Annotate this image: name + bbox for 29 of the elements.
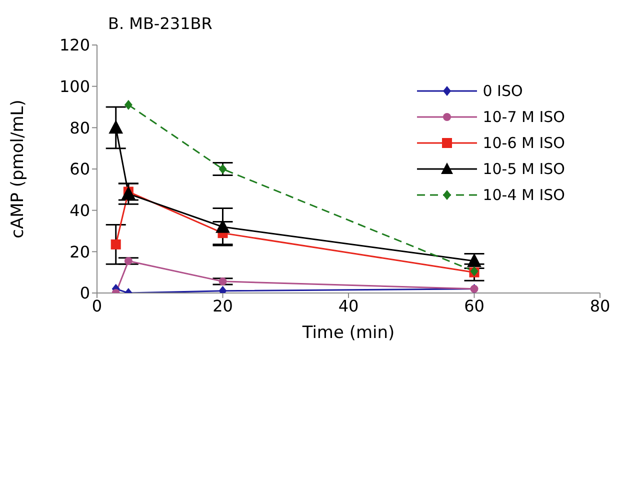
y-tick-label: 40	[70, 201, 90, 220]
x-axis-title: Time (min)	[301, 323, 395, 343]
x-tick-label: 40	[338, 296, 359, 316]
point	[218, 164, 227, 174]
legend-label: 10-6 M ISO	[482, 134, 565, 152]
point	[124, 256, 132, 265]
legend-label: 0 ISO	[482, 82, 523, 100]
point	[108, 120, 124, 134]
y-tick-label: 60	[70, 160, 90, 179]
y-tick-label: 0	[80, 284, 90, 303]
point	[216, 219, 230, 233]
point	[121, 186, 136, 200]
legend-label: 10-4 M ISO	[482, 186, 565, 204]
y-tick-label: 80	[70, 118, 90, 138]
y-tick-label: 120	[59, 36, 90, 55]
point	[124, 100, 132, 110]
x-tick-label: 80	[590, 296, 610, 316]
y-tick-label: 100	[59, 77, 90, 96]
legend-label: 10-5 M ISO	[482, 160, 565, 178]
x-tick-label: 0	[92, 296, 102, 316]
point	[467, 253, 482, 267]
legend-label: 10-7 M ISO	[482, 108, 565, 126]
x-tick-label: 60	[464, 296, 484, 316]
x-tick-label: 20	[212, 296, 233, 316]
point	[218, 277, 227, 286]
y-axis-title: cAMP (pmol/mL)	[8, 100, 28, 238]
chart-title: B. MB-231BR	[108, 14, 212, 33]
point	[110, 239, 121, 250]
y-tick-label: 20	[70, 242, 90, 262]
